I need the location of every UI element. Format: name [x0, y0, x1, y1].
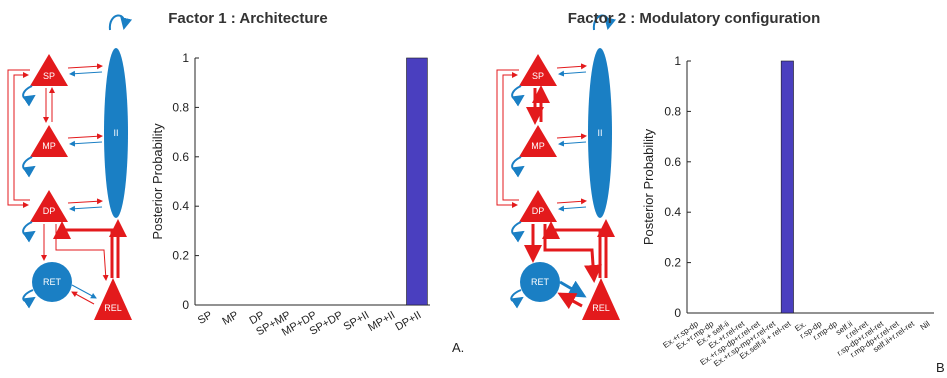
- y-tick-label: 0.8: [172, 100, 189, 114]
- y-tick-label: 1: [182, 51, 189, 65]
- dp-ii-link: [68, 201, 102, 203]
- ii-sp-link: [559, 72, 586, 74]
- rel-label: REL: [104, 303, 122, 313]
- ii-dp-link: [559, 207, 586, 209]
- x-tick-label: MP: [220, 309, 240, 328]
- mp-label: MP: [531, 141, 545, 151]
- y-tick-label: 0.4: [172, 199, 189, 213]
- x-tick-label: SP+II: [342, 309, 372, 333]
- mp-self-loop: [512, 157, 523, 170]
- bar: [781, 61, 793, 313]
- x-tick-label: Nil: [919, 319, 932, 332]
- sp-node: [519, 54, 557, 86]
- ret-self-loop: [23, 290, 34, 301]
- dp-ii-link: [557, 201, 586, 203]
- y-tick-label: 0.6: [664, 155, 681, 169]
- y-tick-label: 0.2: [664, 256, 681, 270]
- y-tick-label: 0.6: [172, 150, 189, 164]
- sp-node: [30, 54, 68, 86]
- dp-label: DP: [43, 206, 56, 216]
- ret-rel-link: [72, 285, 96, 298]
- ret-self-loop: [511, 290, 522, 301]
- rel-node: [582, 278, 620, 320]
- ii-label: II: [597, 128, 602, 138]
- y-tick-label: 0: [182, 298, 189, 312]
- bar: [407, 58, 428, 305]
- chart-title: Factor 2 : Modulatory configuration: [568, 10, 821, 27]
- ret-label: RET: [43, 277, 62, 287]
- panel-label: B: [936, 360, 945, 375]
- y-axis-label: Posterior Probability: [641, 128, 656, 245]
- rel-node: [94, 278, 132, 320]
- dp-sp-link: [14, 75, 30, 200]
- ii-dp-link: [70, 207, 102, 209]
- sp-label: SP: [43, 71, 55, 81]
- rel-ret-link: [72, 292, 94, 304]
- chart-title: Factor 1 : Architecture: [168, 10, 328, 27]
- dp-self-loop: [23, 222, 34, 235]
- sp-ii-link: [557, 66, 586, 68]
- ii-mp-link: [70, 142, 102, 144]
- y-tick-label: 0: [674, 306, 681, 320]
- y-tick-label: 0.4: [664, 205, 681, 219]
- ret-rel-link: [560, 282, 584, 296]
- y-axis-label: Posterior Probability: [150, 123, 165, 240]
- rel-label: REL: [592, 303, 610, 313]
- mp-ii-link: [557, 136, 586, 138]
- dp-sp-link: [503, 75, 519, 200]
- mp-self-loop: [23, 157, 34, 170]
- chart-architecture: Factor 1 : Architecture 0 0.2 0.4 0.6 0.8 1 Pos…: [150, 10, 464, 355]
- rel-ret-link: [560, 294, 582, 306]
- ii-mp-link: [559, 142, 586, 144]
- mp-label: MP: [42, 141, 56, 151]
- model-diagram-a: II SP MP DP RET REL: [8, 15, 132, 320]
- y-tick-label: 0.2: [172, 249, 189, 263]
- sp-ii-link: [68, 66, 102, 68]
- sp-self-loop: [512, 86, 523, 99]
- ii-label: II: [113, 128, 118, 138]
- dp-label: DP: [532, 206, 545, 216]
- panel-label: A.: [452, 340, 464, 355]
- ret-label: RET: [531, 277, 550, 287]
- y-tick-label: 0.8: [664, 104, 681, 118]
- sp-self-loop: [23, 86, 34, 99]
- model-diagram-b: II SP MP DP RET REL: [497, 15, 620, 320]
- ii-self-loop: [110, 15, 125, 30]
- mp-ii-link: [68, 136, 102, 138]
- x-tick-label: MP+II: [366, 309, 397, 334]
- ii-sp-link: [70, 72, 102, 74]
- sp-label: SP: [532, 71, 544, 81]
- chart-modulatory-configuration: Factor 2 : Modulatory configuration 0 0.2 0…: [568, 10, 945, 375]
- dp-self-loop: [512, 222, 523, 235]
- x-tick-label: DP+II: [393, 309, 423, 333]
- x-tick-label: SP: [196, 309, 215, 327]
- y-tick-label: 1: [674, 54, 681, 68]
